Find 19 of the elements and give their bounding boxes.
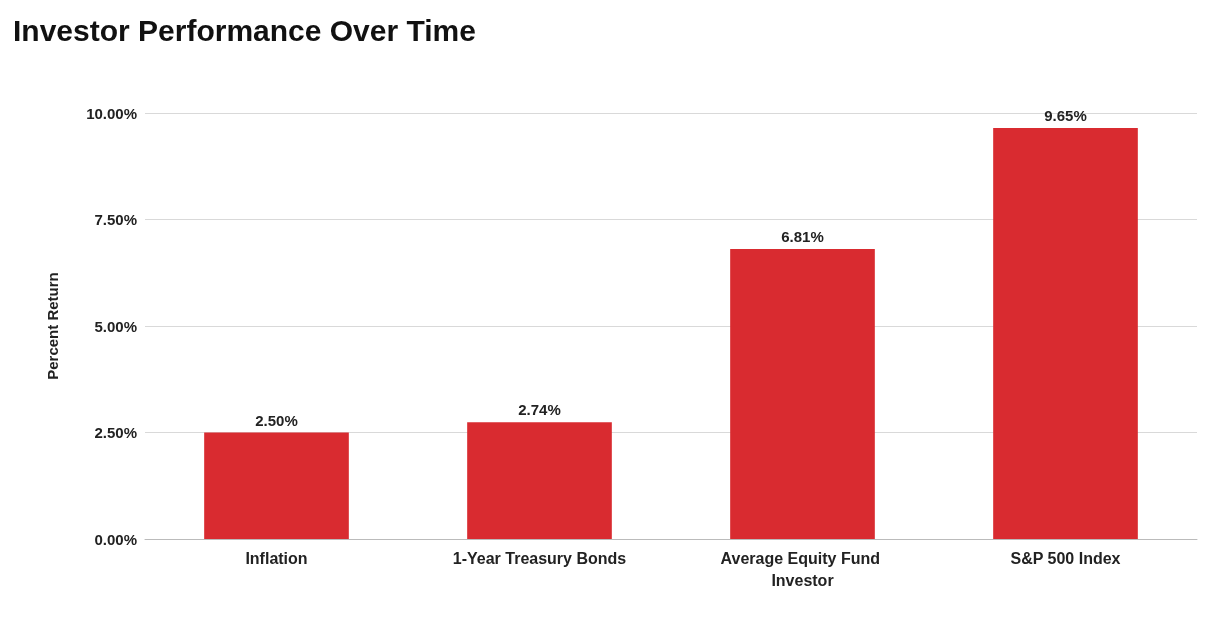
y-tick-label: 2.50% (94, 424, 137, 441)
y-axis-title: Percent Return (44, 272, 61, 380)
x-tick-label: 1-Year Treasury Bonds (452, 549, 627, 567)
data-label: 9.65% (1044, 106, 1087, 124)
bar (204, 432, 349, 539)
x-tick-label: Inflation (245, 549, 308, 567)
x-tick-label: Average Equity Fund Investor (720, 549, 885, 589)
y-tick-label: 7.50% (94, 211, 137, 228)
y-tick-label: 10.00% (86, 104, 137, 122)
y-tick-label: 0.00% (94, 530, 137, 548)
bar (730, 248, 875, 539)
y-tick-label: 5.00% (94, 317, 137, 335)
x-tick-label: S&P 500 Index (1010, 549, 1121, 567)
bar (993, 127, 1138, 539)
bar (467, 422, 612, 539)
data-label: 6.81% (781, 227, 824, 245)
data-label: 2.74% (518, 401, 561, 419)
chart-title: Investor Performance Over Time (13, 13, 476, 47)
data-label: 2.50% (255, 411, 298, 429)
